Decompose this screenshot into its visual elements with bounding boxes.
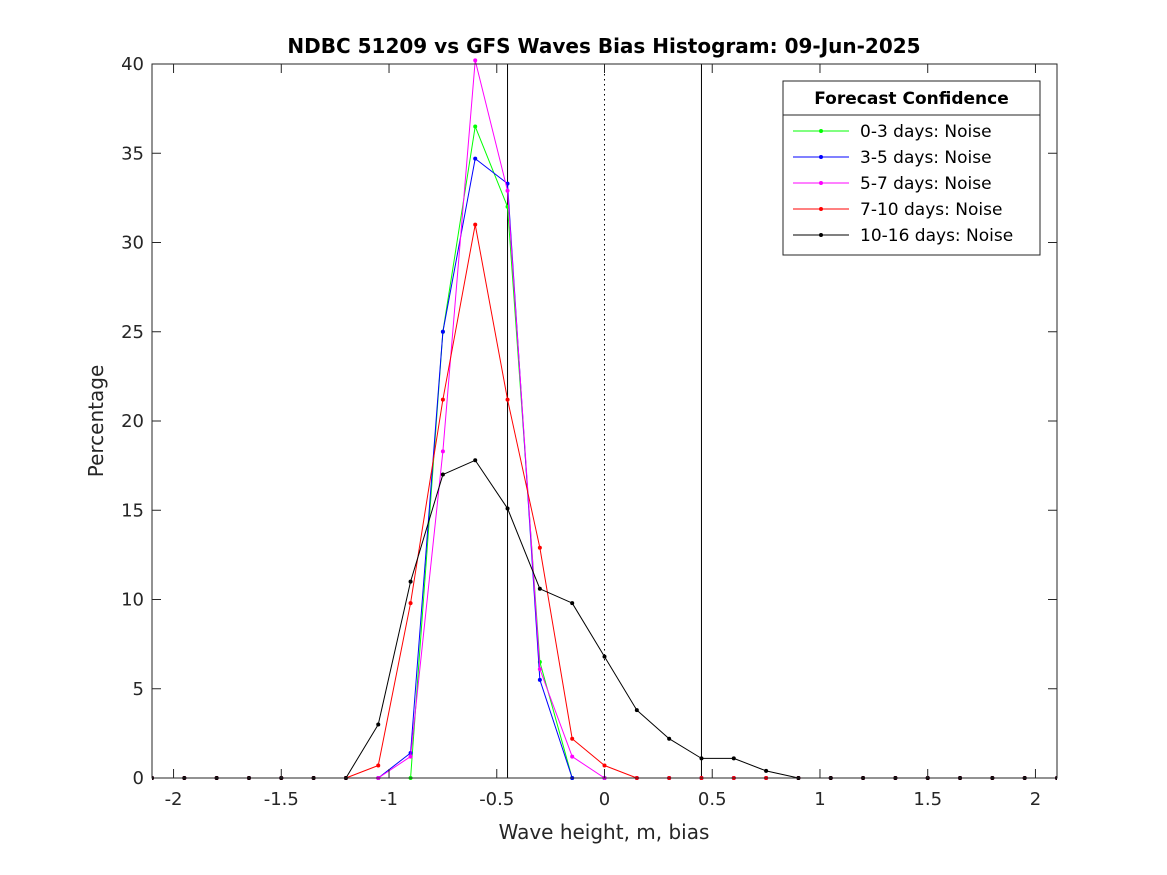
- x-tick-label: 2: [1030, 789, 1041, 810]
- series-5-point: [667, 736, 672, 741]
- series-2-point: [505, 181, 510, 186]
- series-5-point: [440, 472, 445, 477]
- x-tick-label: -1.5: [264, 789, 299, 810]
- series-5-point: [699, 756, 704, 761]
- x-tick-label: 0.5: [698, 789, 727, 810]
- series-4-point: [440, 397, 445, 402]
- series-4-point: [570, 736, 575, 741]
- series-4-point: [473, 222, 478, 227]
- x-tick-label: -2: [165, 789, 183, 810]
- series-5-point: [376, 722, 381, 727]
- y-tick-label: 20: [121, 411, 144, 432]
- series-3-point: [408, 754, 413, 759]
- y-tick-label: 30: [121, 233, 144, 254]
- y-tick-label: 10: [121, 590, 144, 611]
- chart-title: NDBC 51209 vs GFS Waves Bias Histogram: …: [287, 34, 920, 58]
- legend-marker-3: [819, 181, 823, 185]
- x-tick-label: 1: [814, 789, 825, 810]
- y-tick-label: 5: [133, 679, 144, 700]
- series-4-point: [376, 763, 381, 768]
- legend-box: [782, 80, 1041, 256]
- series-5-point: [537, 586, 542, 591]
- legend-marker-1: [819, 129, 823, 133]
- series-5-point: [731, 756, 736, 761]
- x-tick-label: 1.5: [913, 789, 942, 810]
- series-5-point: [764, 768, 769, 773]
- legend-entry-5: 10-16 days: Noise: [860, 226, 1013, 246]
- y-tick-label: 35: [121, 143, 144, 164]
- series-5-point: [408, 579, 413, 584]
- series-2-point: [473, 156, 478, 161]
- y-tick-label: 0: [133, 768, 144, 789]
- legend-entry-1: 0-3 days: Noise: [860, 122, 992, 142]
- y-tick-label: 40: [121, 54, 144, 75]
- series-5-point: [505, 506, 510, 511]
- series-4-point: [602, 763, 607, 768]
- series-1-point: [473, 124, 478, 129]
- series-4-point: [408, 601, 413, 606]
- y-axis-label: Percentage: [84, 365, 108, 478]
- legend-marker-5: [819, 233, 823, 237]
- x-tick-label: 0: [599, 789, 610, 810]
- series-3-point: [440, 449, 445, 454]
- legend-marker-2: [819, 155, 823, 159]
- x-axis-label: Wave height, m, bias: [499, 820, 710, 844]
- y-tick-label: 25: [121, 322, 144, 343]
- x-tick-label: -0.5: [479, 789, 514, 810]
- series-3-point: [570, 754, 575, 759]
- x-tick-label: -1: [380, 789, 398, 810]
- legend-entry-3: 5-7 days: Noise: [860, 174, 992, 194]
- series-3-point: [505, 188, 510, 193]
- legend: Forecast Confidence 0-3 days: Noise 3-5 da…: [782, 80, 1041, 256]
- legend-marker-4: [819, 207, 823, 211]
- legend-entry-2: 3-5 days: Noise: [860, 148, 992, 168]
- series-5-point: [570, 601, 575, 606]
- series-2-point: [440, 329, 445, 334]
- series-3-point: [537, 667, 542, 672]
- series-5-point: [634, 708, 639, 713]
- series-2-point: [537, 677, 542, 682]
- series-5-point: [602, 654, 607, 659]
- series-4-point: [505, 397, 510, 402]
- series-3-point: [473, 58, 478, 63]
- series-4-point: [537, 545, 542, 550]
- legend-title: Forecast Confidence: [814, 89, 1009, 109]
- legend-entry-4: 7-10 days: Noise: [860, 200, 1002, 220]
- y-tick-label: 15: [121, 500, 144, 521]
- series-5-point: [473, 458, 478, 463]
